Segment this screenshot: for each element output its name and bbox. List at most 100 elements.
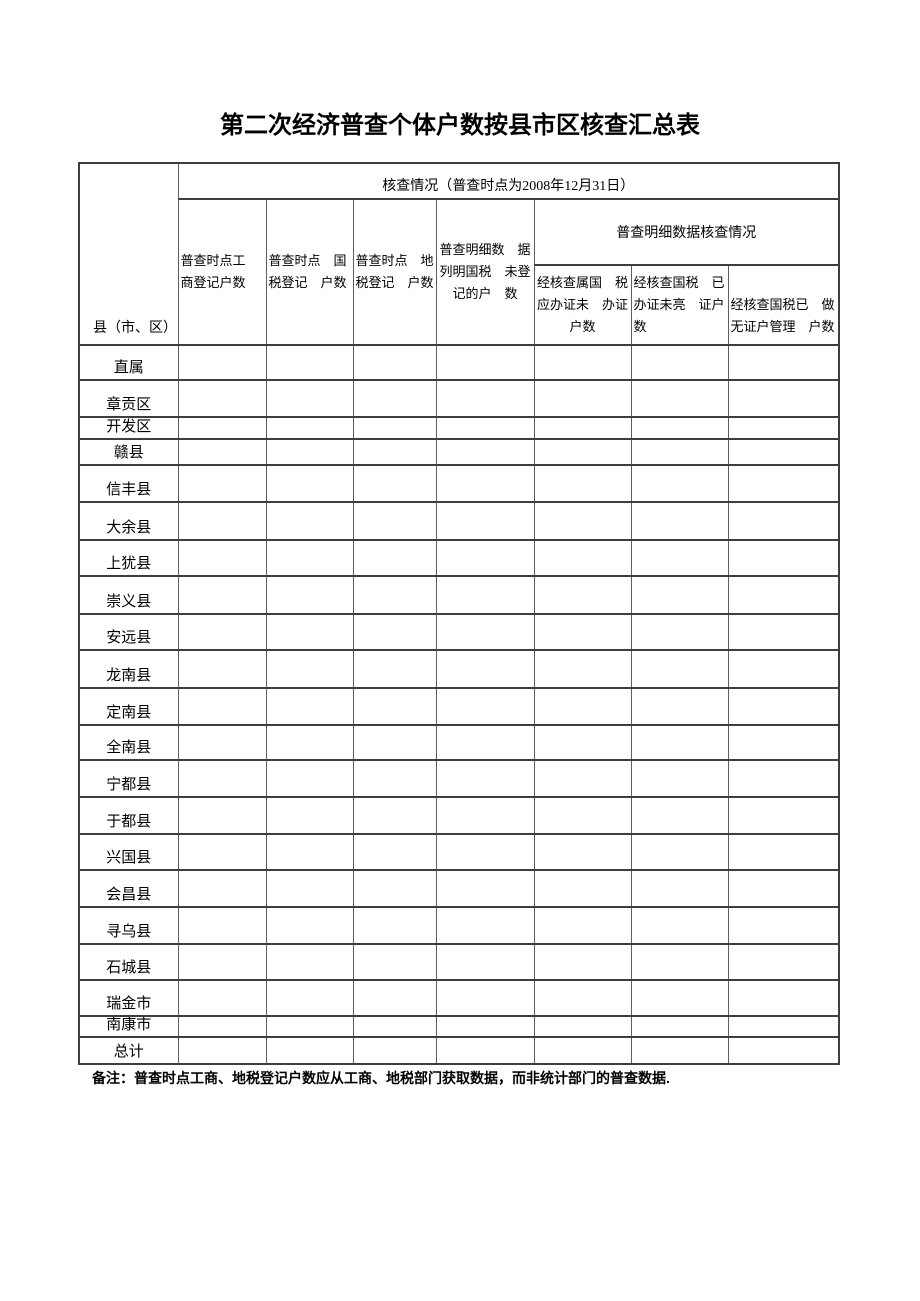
data-cell xyxy=(727,943,840,981)
data-cell xyxy=(265,575,354,615)
data-cell xyxy=(435,943,535,981)
data-cell xyxy=(177,906,267,945)
data-cell xyxy=(177,869,267,908)
data-cell xyxy=(533,1015,632,1038)
data-cell xyxy=(727,796,840,835)
data-cell xyxy=(630,1036,729,1065)
data-cell xyxy=(177,1036,267,1065)
data-cell xyxy=(435,833,535,871)
table-row: 开发区 xyxy=(78,416,840,440)
data-cell xyxy=(435,438,535,466)
table-row: 上犹县 xyxy=(78,539,840,577)
data-cell xyxy=(630,759,729,798)
table-row: 大余县 xyxy=(78,501,840,541)
data-cell xyxy=(727,613,840,651)
group-header-detail-verification: 普查明细数据核查情况 xyxy=(533,198,840,266)
data-cell xyxy=(727,687,840,726)
data-cell xyxy=(533,1036,632,1065)
row-label: 大余县 xyxy=(78,501,179,541)
data-cell xyxy=(177,501,267,541)
data-cell xyxy=(630,575,729,615)
data-cell xyxy=(177,416,267,440)
data-cell xyxy=(533,649,632,689)
data-cell xyxy=(177,379,267,418)
data-cell xyxy=(265,833,354,871)
data-cell xyxy=(352,416,437,440)
data-cell xyxy=(630,649,729,689)
data-cell xyxy=(177,796,267,835)
data-cell xyxy=(727,344,840,381)
table-row: 南康市 xyxy=(78,1015,840,1038)
data-cell xyxy=(177,539,267,577)
data-cell xyxy=(177,833,267,871)
data-cell xyxy=(630,501,729,541)
table-row: 赣县 xyxy=(78,438,840,466)
data-cell xyxy=(727,833,840,871)
data-cell xyxy=(727,979,840,1017)
data-cell xyxy=(533,438,632,466)
data-cell xyxy=(435,575,535,615)
corner-header-county: 县（市、区） xyxy=(78,162,179,346)
data-cell xyxy=(533,943,632,981)
table-row: 龙南县 xyxy=(78,649,840,689)
data-cell xyxy=(265,344,354,381)
row-label: 安远县 xyxy=(78,613,179,651)
data-cell xyxy=(630,943,729,981)
data-cell xyxy=(727,649,840,689)
data-cell xyxy=(352,979,437,1017)
data-cell xyxy=(533,724,632,761)
row-label: 寻乌县 xyxy=(78,906,179,945)
data-cell xyxy=(727,438,840,466)
data-cell xyxy=(265,438,354,466)
table-container: 县（市、区） 核查情况（普查时点为2008年12月31日） 普查时点工 商登记户… xyxy=(78,162,841,1065)
table-row: 总计 xyxy=(78,1036,840,1065)
header-row-sub: 经核查属国 税 应办证未 办证 户数 经核查国税 已 办证未亮 证户 数 经核查… xyxy=(79,264,840,346)
table-row: 崇义县 xyxy=(78,575,840,615)
data-cell xyxy=(352,539,437,577)
data-cell xyxy=(177,344,267,381)
data-cell xyxy=(727,539,840,577)
data-cell xyxy=(177,575,267,615)
data-cell xyxy=(265,501,354,541)
data-cell xyxy=(533,539,632,577)
data-cell xyxy=(352,759,437,798)
data-cell xyxy=(265,416,354,440)
data-cell xyxy=(177,724,267,761)
data-cell xyxy=(630,906,729,945)
data-cell xyxy=(630,416,729,440)
data-cell xyxy=(435,906,535,945)
table-row: 宁都县 xyxy=(78,759,840,798)
table-row: 会昌县 xyxy=(78,869,840,908)
data-cell xyxy=(435,379,535,418)
row-label: 瑞金市 xyxy=(78,979,179,1017)
data-cell xyxy=(630,1015,729,1038)
data-cell xyxy=(352,796,437,835)
data-cell xyxy=(265,687,354,726)
row-label: 石城县 xyxy=(78,943,179,981)
col-header-local-tax-registered: 普查时点 地 税登记 户数 xyxy=(352,198,437,346)
data-cell xyxy=(265,724,354,761)
data-cell xyxy=(435,759,535,798)
table-row: 于都县 xyxy=(78,796,840,835)
data-cell xyxy=(533,833,632,871)
data-cell xyxy=(352,906,437,945)
data-cell xyxy=(352,379,437,418)
data-cell xyxy=(352,649,437,689)
data-cell xyxy=(630,869,729,908)
data-cell xyxy=(177,943,267,981)
data-cell xyxy=(727,379,840,418)
data-cell xyxy=(265,649,354,689)
data-cell xyxy=(727,1036,840,1065)
data-cell xyxy=(630,796,729,835)
data-cell xyxy=(265,979,354,1017)
table-row: 直属 xyxy=(78,344,840,381)
data-cell xyxy=(630,613,729,651)
data-cell xyxy=(352,687,437,726)
data-cell xyxy=(352,438,437,466)
data-cell xyxy=(352,833,437,871)
row-label: 会昌县 xyxy=(78,869,179,908)
row-label: 宁都县 xyxy=(78,759,179,798)
data-cell xyxy=(435,796,535,835)
data-cell xyxy=(177,1015,267,1038)
data-cell xyxy=(435,501,535,541)
